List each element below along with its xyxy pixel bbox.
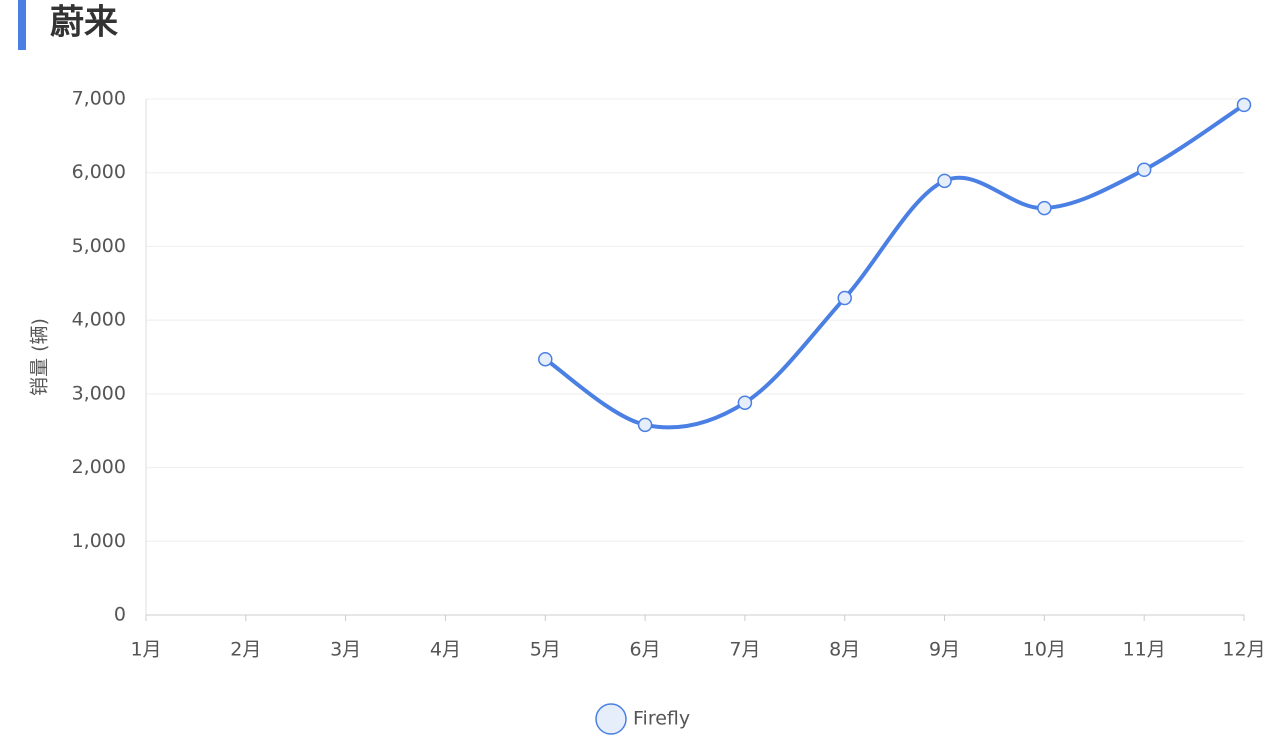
x-tick-label: 5月 [530, 639, 561, 661]
x-tick-label: 1月 [130, 639, 161, 661]
x-tick-label: 9月 [929, 639, 960, 661]
y-tick-label: 0 [114, 604, 126, 626]
chart-title: 蔚来 [50, 3, 118, 43]
y-tick-label: 2,000 [72, 456, 126, 478]
y-tick-label: 4,000 [72, 309, 126, 331]
x-tick-label: 2月 [230, 639, 261, 661]
point [637, 417, 653, 433]
x-tick-label: 8月 [829, 639, 860, 661]
y-tick-label: 3,000 [72, 382, 126, 404]
point [1037, 200, 1052, 216]
x-tick-label: 6月 [630, 639, 661, 661]
point [837, 290, 852, 306]
y-tick-label: 6,000 [72, 161, 126, 183]
x-tick-label: 11月 [1123, 639, 1166, 661]
x-tick-label: 7月 [729, 639, 760, 661]
title-accent [18, 0, 26, 50]
point [737, 395, 753, 410]
x-tick-label: 4月 [430, 639, 461, 661]
legend-marker [595, 703, 627, 735]
point [937, 173, 952, 189]
line [544, 103, 1246, 430]
legend-label: Firefly [633, 708, 690, 730]
y-axis-label: 销量 (辆) [29, 318, 51, 396]
x-tick-label: 3月 [330, 639, 361, 661]
point [538, 351, 553, 367]
y-tick-label: 1,000 [72, 530, 126, 552]
x-tick-label: 10月 [1023, 639, 1066, 661]
y-tick-label: 7,000 [72, 88, 126, 110]
x-tick-label: 12月 [1222, 639, 1265, 661]
point [1236, 97, 1252, 113]
y-tick-label: 5,000 [72, 235, 126, 257]
point [1136, 162, 1152, 178]
